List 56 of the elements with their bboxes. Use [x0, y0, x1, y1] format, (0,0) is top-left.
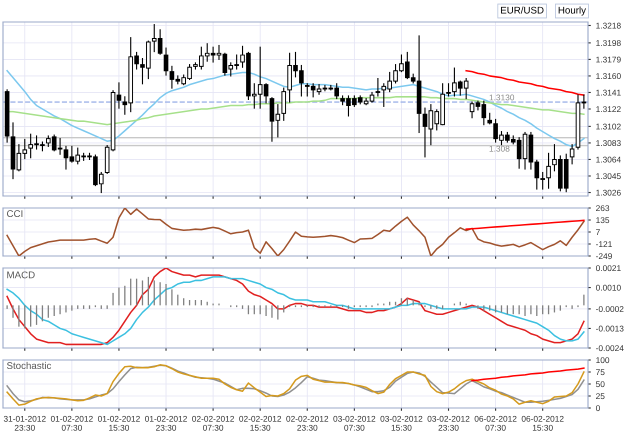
- y-tick-label: 1.3198: [596, 40, 621, 46]
- x-tick-label: 03-02-2012 07:30: [333, 416, 376, 431]
- chart-title: MACD: [7, 271, 35, 278]
- y-tick-label: 1.3026: [596, 190, 621, 196]
- candlestick: [487, 112, 492, 124]
- x-tick-label: 03-02-2012 15:30: [380, 416, 422, 431]
- chart-title: CCI: [7, 210, 22, 218]
- line-series: [465, 70, 585, 96]
- y-tick-label: -0.0013: [596, 326, 624, 332]
- x-tick-label: 31-01-2012 23:30: [4, 416, 46, 431]
- y-tick-label: 25: [596, 393, 605, 400]
- x-tick-label: 06-02-2012 15:30: [522, 416, 564, 431]
- x-tick-label: 01-02-2012 07:30: [50, 416, 93, 431]
- x-tick-label: 06-02-2012 07:30: [474, 416, 516, 431]
- y-tick-label: 263: [596, 205, 610, 212]
- chart-title: Stochastic: [6, 362, 52, 370]
- x-tick-label: 01-02-2012 15:30: [98, 416, 140, 431]
- line-series: [6, 70, 585, 148]
- y-tick-label: 135: [596, 217, 610, 224]
- y-tick-label: 75: [596, 369, 605, 376]
- y-tick-label: 0: [596, 405, 600, 412]
- text: EUR/USD: [501, 6, 544, 14]
- x-tick-label: 01-02-2012 23:30: [145, 416, 187, 431]
- candlestick: [570, 144, 574, 164]
- text: Hourly: [558, 6, 586, 16]
- y-tick-label: 1.3083: [596, 140, 621, 146]
- annotation: 1.308: [490, 146, 510, 152]
- x-tick-label: 02-02-2012 07:30: [192, 416, 234, 431]
- y-tick-label: -121: [596, 241, 612, 248]
- line-series: [465, 220, 585, 230]
- candlestick: [164, 48, 168, 76]
- candlestick: [540, 172, 545, 190]
- x-tick-label: 02-02-2012 15:30: [239, 416, 282, 431]
- x-tick-label: 03-02-2012 23:30: [428, 416, 470, 431]
- y-tick-label: 1.3218: [596, 22, 621, 29]
- y-tick-label: -0.0024: [596, 345, 624, 352]
- y-tick-label: 100: [596, 357, 610, 364]
- y-tick-label: 1.3179: [596, 56, 621, 63]
- line-series: [6, 208, 585, 256]
- y-tick-label: 7: [596, 229, 600, 236]
- y-tick-label: 50: [596, 381, 605, 388]
- y-tick-label: 1.3045: [596, 173, 621, 180]
- candlestick: [546, 152, 551, 189]
- y-tick-label: 0.0010: [596, 284, 621, 291]
- candlestick: [376, 78, 380, 97]
- y-tick-label: 1.3102: [596, 124, 621, 130]
- x-tick-label: 02-02-2012 23:30: [286, 416, 328, 431]
- annotation: 1.3130: [490, 94, 514, 100]
- y-tick-label: 0.0021: [596, 265, 621, 272]
- y-tick-label: 1.3141: [596, 90, 621, 96]
- y-tick-label: 1.3160: [596, 73, 621, 80]
- y-tick-label: -249: [596, 253, 612, 260]
- y-tick-label: 1.3122: [596, 106, 621, 112]
- line-series: [471, 367, 585, 382]
- y-tick-label: 1.3064: [596, 156, 621, 163]
- y-tick-label: -0.0002: [596, 306, 624, 312]
